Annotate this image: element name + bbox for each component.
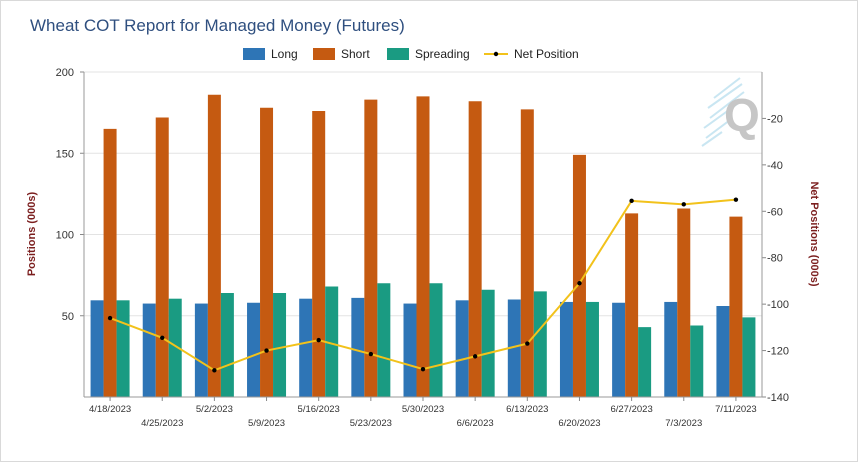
x-tick-label: 6/20/2023: [558, 418, 600, 429]
long-bar: [507, 299, 521, 397]
net-position-point: [212, 368, 217, 373]
short-bar: [729, 216, 743, 397]
y2-tick-label: -120: [767, 346, 789, 358]
short-bar: [260, 107, 274, 397]
spreading-bar: [742, 317, 756, 397]
net-position-point: [420, 366, 426, 372]
net-position-point: [681, 202, 686, 207]
legend-label: Short: [341, 47, 370, 61]
short-bar: [572, 154, 586, 397]
x-tick-label: 5/9/2023: [248, 418, 285, 429]
bar-series: [90, 94, 756, 397]
x-tick-label: 5/2/2023: [196, 404, 233, 415]
net-position-point: [525, 341, 530, 346]
net-position-point: [316, 337, 321, 343]
x-tick-label: 7/11/2023: [715, 404, 757, 415]
watermark-logo: Q: [701, 77, 760, 147]
short-bar: [677, 208, 691, 397]
short-bar: [103, 128, 117, 397]
long-bar: [559, 301, 573, 397]
legend-line-marker: [493, 51, 499, 57]
spreading-bar: [429, 283, 443, 397]
chart-title: Wheat COT Report for Managed Money (Futu…: [30, 16, 405, 35]
short-bar: [364, 99, 378, 397]
net-position-point: [733, 197, 739, 202]
long-bar: [194, 303, 208, 397]
x-tick-label: 6/6/2023: [457, 418, 494, 429]
spreading-bar: [638, 327, 652, 397]
short-bar: [468, 101, 482, 397]
legend: Long Short Spreading Net Position: [243, 47, 579, 61]
y-tick-label: 100: [56, 230, 74, 242]
spreading-bar: [481, 289, 495, 397]
long-bar: [299, 298, 313, 397]
net-position-point: [107, 315, 113, 321]
spreading-bar: [168, 298, 182, 397]
spreading-bar: [116, 300, 130, 397]
net-position-line: [107, 197, 739, 373]
short-bar: [155, 117, 169, 397]
x-tick-label: 4/18/2023: [89, 404, 131, 415]
y-axis-title: Positions (000s): [26, 191, 38, 276]
legend-label: Long: [271, 47, 298, 61]
short-bar: [416, 96, 430, 397]
y-tick-label: 150: [56, 148, 74, 160]
long-bar: [403, 303, 417, 397]
y2-tick-label: -80: [767, 253, 783, 265]
net-position-point: [472, 354, 478, 359]
legend-swatch: [243, 48, 265, 60]
legend-label: Spreading: [415, 47, 470, 61]
watermark-letter: Q: [724, 89, 760, 141]
y2-axis-title: Net Positions (000s): [808, 181, 820, 286]
long-bar: [142, 303, 156, 397]
long-bar: [90, 300, 104, 397]
y-tick-label: 200: [56, 67, 74, 79]
long-bar: [664, 301, 678, 397]
net-position-point: [368, 351, 374, 357]
y2-tick-label: -20: [767, 113, 783, 125]
y-tick-label: 50: [62, 311, 74, 323]
short-bar: [520, 109, 534, 397]
y2-tick-label: -100: [767, 299, 789, 311]
long-bar: [351, 297, 365, 397]
long-bar: [455, 300, 469, 397]
spreading-bar: [690, 325, 704, 397]
x-tick-label: 5/16/2023: [298, 404, 340, 415]
spreading-bar: [585, 301, 599, 397]
legend-swatch: [313, 48, 335, 60]
short-bar: [625, 213, 639, 397]
x-tick-label: 7/3/2023: [665, 418, 702, 429]
y2-tick-label: -140: [767, 392, 789, 404]
x-tick-label: 6/27/2023: [610, 404, 652, 415]
legend-label: Net Position: [514, 47, 579, 61]
short-bar: [312, 111, 326, 397]
x-tick-label: 6/13/2023: [506, 404, 548, 415]
long-bar: [612, 302, 626, 397]
short-bar: [207, 94, 221, 397]
spreading-bar: [377, 283, 391, 397]
long-bar: [247, 302, 261, 397]
y2-tick-label: -40: [767, 160, 783, 172]
x-tick-label: 5/23/2023: [350, 418, 392, 429]
spreading-bar: [273, 293, 287, 397]
net-position-point: [629, 198, 634, 204]
axes: 50 100 150 200 -20 -40 -60 -80 -100 -120 -140 4/18/…: [56, 67, 789, 429]
net-position-point: [160, 335, 165, 341]
y2-tick-label: -60: [767, 206, 783, 218]
x-tick-label: 4/25/2023: [141, 418, 183, 429]
net-position-point: [577, 281, 582, 286]
spreading-bar: [220, 293, 234, 397]
long-bar: [716, 306, 730, 397]
x-tick-label: 5/30/2023: [402, 404, 444, 415]
spreading-bar: [533, 291, 547, 397]
legend-swatch: [387, 48, 409, 60]
spreading-bar: [325, 286, 339, 397]
net-position-point: [264, 348, 269, 353]
